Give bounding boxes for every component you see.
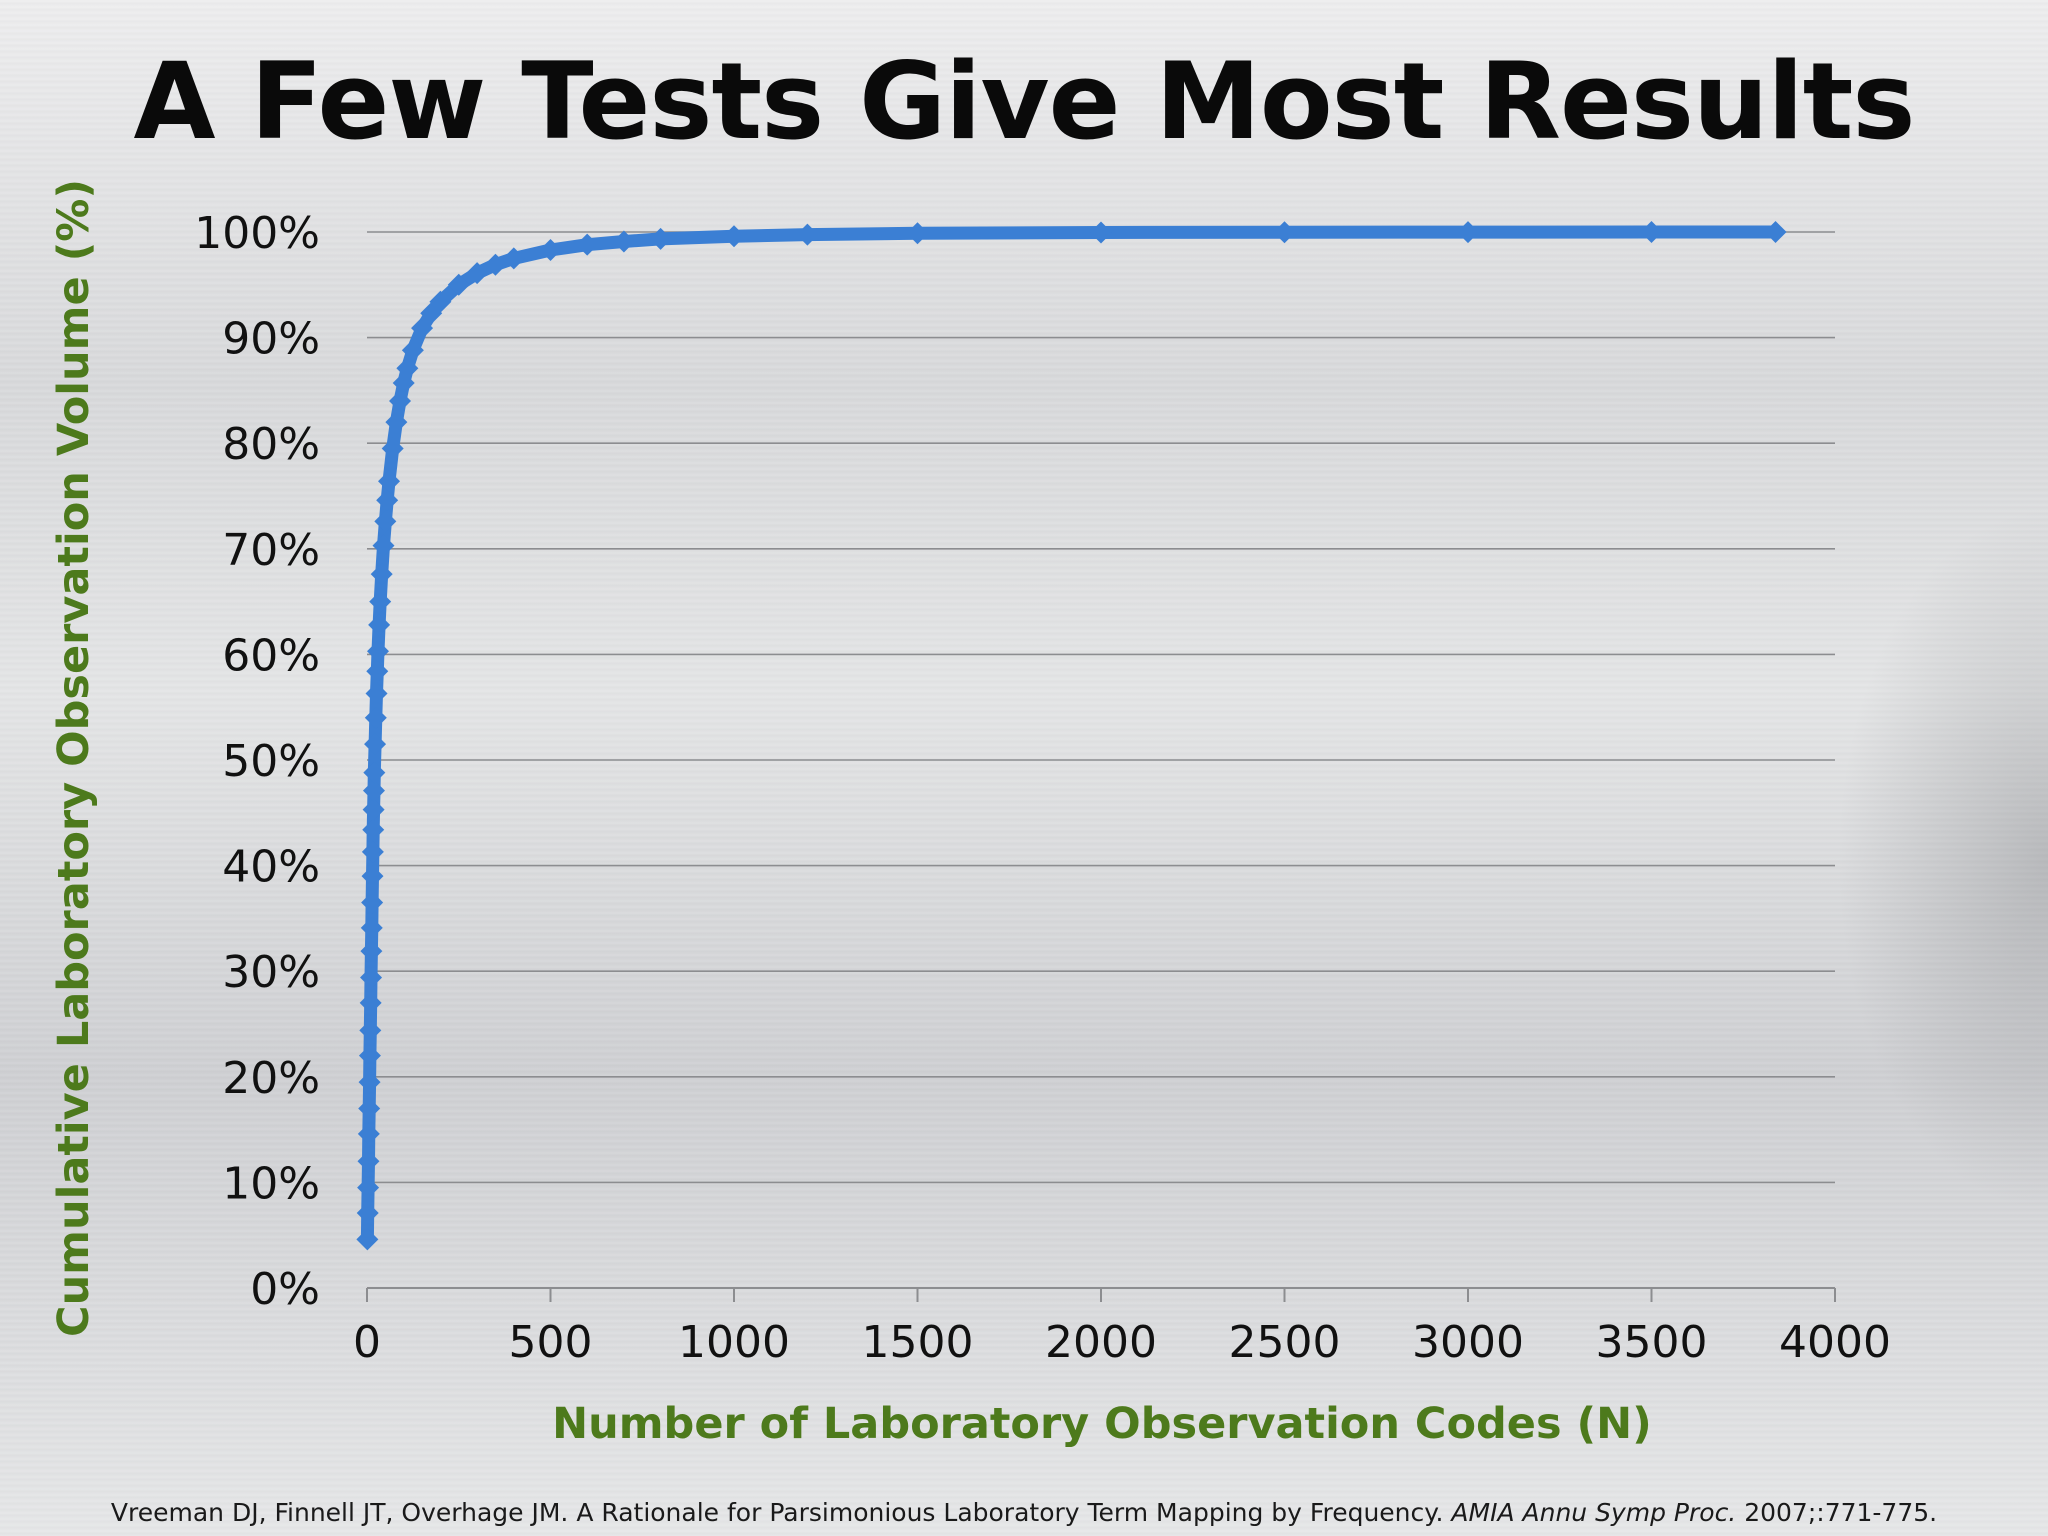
x-axis-ticks: 0 500 1000 1500 2000 2500 3000 3500 4000 [353, 1317, 1891, 1368]
y-axis-ticks: 0% 10% 20% 30% 40% 50% 60% 70% 80% 90% 100% [194, 208, 320, 1315]
x-tick-label: 1500 [862, 1317, 974, 1368]
data-point [1090, 221, 1112, 244]
data-point [364, 733, 387, 756]
data-point [361, 891, 384, 914]
x-tick-label: 3500 [1596, 1317, 1708, 1368]
data-point [381, 437, 404, 460]
data-point [360, 966, 383, 989]
data-point [1764, 221, 1787, 243]
series-cumulative-volume [356, 221, 1787, 1251]
data-point [1640, 221, 1663, 243]
y-tick-label: 100% [194, 208, 320, 259]
data-point [576, 233, 599, 256]
y-tick-label: 0% [250, 1264, 320, 1315]
data-point [367, 640, 390, 663]
data-point [363, 761, 386, 784]
data-point [358, 1044, 381, 1067]
data-point [357, 1176, 380, 1199]
data-point [649, 227, 672, 250]
x-axis [366, 1287, 1836, 1302]
y-tick-label: 80% [222, 419, 320, 470]
data-point [411, 317, 434, 340]
data-point [376, 489, 399, 512]
data-point [360, 916, 383, 939]
data-point [366, 660, 389, 683]
citation-authors-title: Vreeman DJ, Finnell JT, Overhage JM. A R… [110, 1498, 1444, 1527]
y-tick-label: 50% [222, 736, 320, 787]
data-point [370, 563, 393, 586]
data-point [356, 1228, 379, 1251]
x-tick-label: 3000 [1412, 1317, 1524, 1368]
data-point [358, 1071, 381, 1094]
data-point [368, 613, 391, 636]
y-tick-label: 20% [222, 1053, 320, 1104]
data-point [362, 798, 385, 821]
data-point [362, 818, 385, 841]
x-tick-label: 0 [353, 1317, 381, 1368]
gridlines [367, 231, 1835, 1184]
data-point [502, 247, 525, 270]
data-point [358, 1097, 381, 1120]
data-point [796, 223, 819, 246]
data-point [1273, 221, 1296, 244]
y-tick-label: 30% [222, 947, 320, 998]
data-point [357, 1150, 380, 1173]
data-point [539, 238, 562, 261]
data-point [365, 682, 388, 705]
data-point [392, 372, 415, 395]
y-tick-label: 10% [222, 1158, 320, 1209]
y-axis-label: Cumulative Laboratory Observation Volume… [49, 179, 99, 1337]
data-point [361, 840, 384, 863]
data-point [364, 706, 387, 729]
data-point [401, 339, 424, 362]
data-point [362, 779, 385, 802]
data-point [447, 273, 470, 296]
citation: Vreeman DJ, Finnell JT, Overhage JM. A R… [0, 1498, 2048, 1527]
data-point [357, 1122, 380, 1145]
x-axis-label: Number of Laboratory Observation Codes (… [552, 1399, 1652, 1449]
data-point [361, 865, 384, 888]
y-tick-label: 90% [222, 314, 320, 365]
chart-title: A Few Tests Give Most Results [133, 40, 1915, 163]
series-line [360, 225, 1782, 1246]
y-tick-label: 60% [222, 630, 320, 681]
x-tick-label: 2500 [1229, 1317, 1341, 1368]
x-tick-label: 2000 [1045, 1317, 1157, 1368]
data-point [356, 1202, 379, 1225]
y-tick-label: 40% [222, 842, 320, 893]
data-point [374, 510, 397, 533]
data-point [372, 534, 395, 557]
x-tick-label: 500 [509, 1317, 593, 1368]
data-point [385, 411, 408, 434]
data-point [389, 389, 412, 412]
data-point [369, 590, 392, 613]
data-point [359, 991, 382, 1014]
y-tick-label: 70% [222, 525, 320, 576]
data-point [360, 940, 383, 963]
data-point [466, 262, 489, 285]
data-point [612, 230, 635, 253]
data-point [484, 253, 507, 276]
citation-details: 2007;:771-775. [1744, 1498, 1938, 1527]
data-point [906, 222, 929, 245]
data-point [1457, 221, 1479, 244]
x-tick-label: 1000 [678, 1317, 790, 1368]
data-point [429, 290, 452, 313]
data-point [396, 357, 419, 380]
data-point [378, 470, 401, 493]
data-point [723, 225, 745, 248]
citation-journal: AMIA Annu Symp Proc. [1451, 1498, 1737, 1527]
data-point [359, 1019, 382, 1042]
x-tick-label: 4000 [1779, 1317, 1891, 1368]
